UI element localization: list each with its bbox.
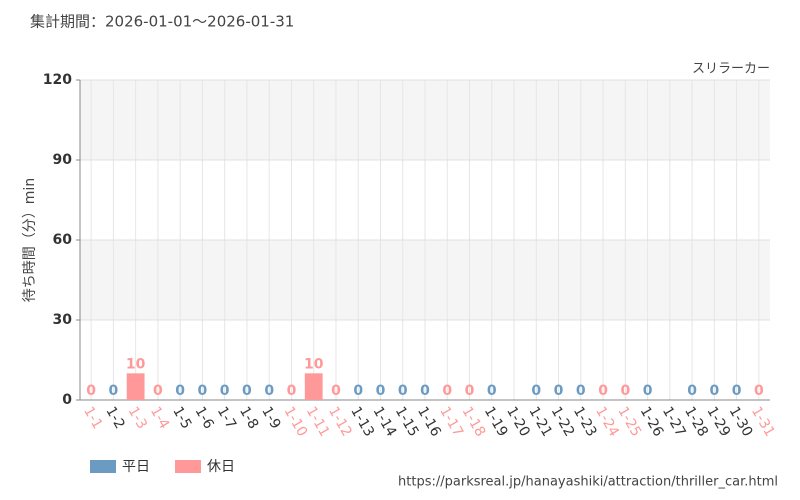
- value-label: 10: [304, 356, 324, 372]
- legend-label: 平日: [122, 459, 150, 475]
- y-tick-label: 120: [43, 72, 72, 88]
- chart-title: 集計期間：2026-01-01～2026-01-31: [30, 13, 294, 31]
- x-tick-label: 1-1: [80, 404, 105, 432]
- legend-swatch: [175, 460, 201, 473]
- x-tick-label: 1-2: [102, 404, 127, 432]
- value-label: 0: [109, 383, 119, 399]
- value-label: 0: [643, 383, 653, 399]
- y-tick-label: 60: [53, 232, 73, 248]
- value-label: 0: [531, 383, 541, 399]
- value-label: 0: [732, 383, 742, 399]
- value-label: 0: [687, 383, 697, 399]
- value-label: 0: [198, 383, 208, 399]
- x-tick-label: 1-4: [147, 404, 172, 432]
- value-label: 0: [175, 383, 185, 399]
- value-label: 0: [287, 383, 297, 399]
- value-label: 0: [620, 383, 630, 399]
- bar: [304, 373, 323, 400]
- value-label: 0: [576, 383, 586, 399]
- value-label: 0: [242, 383, 252, 399]
- value-label: 0: [86, 383, 96, 399]
- x-tick-label: 1-7: [214, 404, 239, 432]
- value-label: 0: [487, 383, 497, 399]
- source-url: https://parksreal.jp/hanayashiki/attract…: [398, 475, 778, 490]
- value-label: 0: [420, 383, 430, 399]
- value-label: 0: [442, 383, 452, 399]
- value-label: 0: [754, 383, 764, 399]
- y-axis-label: 待ち時間（分）min: [22, 178, 38, 302]
- x-tick-label: 1-5: [169, 404, 194, 432]
- value-label: 0: [465, 383, 475, 399]
- value-label: 0: [153, 383, 163, 399]
- value-label: 0: [264, 383, 274, 399]
- chart-subtitle: スリラーカー: [692, 62, 770, 77]
- x-tick-label: 1-8: [236, 404, 261, 432]
- y-tick-label: 30: [53, 312, 73, 328]
- value-label: 0: [598, 383, 608, 399]
- value-label: 0: [709, 383, 719, 399]
- value-label: 0: [554, 383, 564, 399]
- bar: [126, 373, 145, 400]
- x-tick-label: 1-31: [748, 404, 778, 440]
- y-tick-label: 90: [53, 152, 73, 168]
- legend-label: 休日: [207, 459, 235, 475]
- x-tick-label: 1-9: [258, 404, 283, 432]
- value-label: 0: [353, 383, 363, 399]
- value-label: 0: [331, 383, 341, 399]
- value-label: 10: [126, 356, 146, 372]
- x-tick-label: 1-3: [125, 404, 150, 432]
- value-label: 0: [398, 383, 408, 399]
- x-tick-label: 1-6: [191, 404, 216, 432]
- value-label: 0: [220, 383, 230, 399]
- value-label: 0: [376, 383, 386, 399]
- legend-swatch: [90, 460, 116, 473]
- y-tick-label: 0: [62, 392, 72, 408]
